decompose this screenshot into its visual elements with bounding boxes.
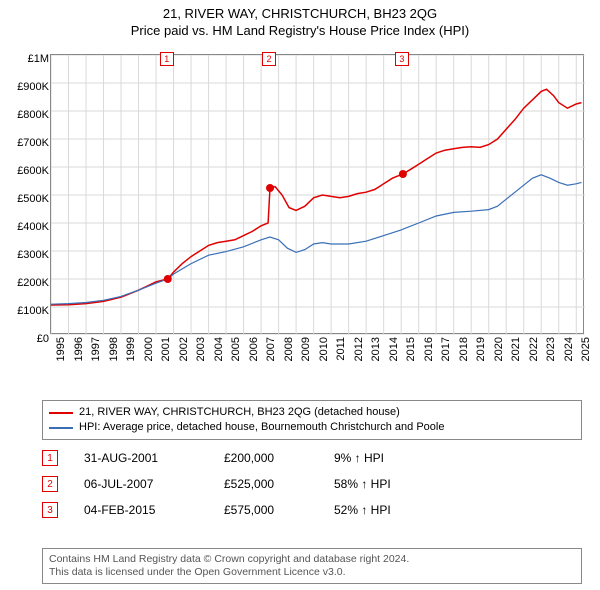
x-tick-label: 2021 <box>510 337 522 377</box>
transaction-marker: 2 <box>42 476 58 492</box>
x-tick-label: 2022 <box>528 337 540 377</box>
transaction-dot <box>266 184 274 192</box>
series-property <box>51 89 582 305</box>
transaction-row: 1 31-AUG-2001£200,0009% ↑ HPI <box>42 445 582 471</box>
x-tick-label: 2001 <box>160 337 172 377</box>
chart-svg <box>51 55 585 335</box>
x-tick-label: 2004 <box>213 337 225 377</box>
x-tick-label: 2015 <box>405 337 417 377</box>
y-tick-label: £200K <box>15 277 49 289</box>
x-tick-label: 2017 <box>440 337 452 377</box>
transaction-price: £575,000 <box>224 503 334 517</box>
transaction-marker: 1 <box>42 450 58 466</box>
transaction-delta: 9% ↑ HPI <box>334 451 484 465</box>
transaction-date: 04-FEB-2015 <box>84 503 224 517</box>
x-tick-label: 2018 <box>458 337 470 377</box>
x-tick-label: 2000 <box>143 337 155 377</box>
x-tick-label: 2002 <box>178 337 190 377</box>
y-tick-label: £500K <box>15 193 49 205</box>
x-tick-label: 1996 <box>73 337 85 377</box>
x-tick-label: 2005 <box>230 337 242 377</box>
transaction-delta: 52% ↑ HPI <box>334 503 484 517</box>
x-tick-label: 2011 <box>335 337 347 377</box>
transaction-row: 3 04-FEB-2015£575,00052% ↑ HPI <box>42 497 582 523</box>
title-block: 21, RIVER WAY, CHRISTCHURCH, BH23 2QG Pr… <box>0 0 600 38</box>
x-tick-label: 2009 <box>300 337 312 377</box>
x-tick-label: 1997 <box>90 337 102 377</box>
footer-line: Contains HM Land Registry data © Crown c… <box>49 553 575 566</box>
x-tick-label: 2012 <box>353 337 365 377</box>
x-tick-label: 2016 <box>423 337 435 377</box>
x-tick-label: 2025 <box>580 337 592 377</box>
y-tick-label: £1M <box>15 53 49 65</box>
x-tick-label: 1999 <box>125 337 137 377</box>
x-tick-label: 2023 <box>545 337 557 377</box>
page-subtitle: Price paid vs. HM Land Registry's House … <box>0 23 600 38</box>
plot-area: £0£100K£200K£300K£400K£500K£600K£700K£80… <box>50 54 584 334</box>
x-tick-label: 2006 <box>248 337 260 377</box>
y-tick-label: £0 <box>15 333 49 345</box>
transaction-marker: 3 <box>42 502 58 518</box>
transaction-delta: 58% ↑ HPI <box>334 477 484 491</box>
x-tick-label: 2020 <box>493 337 505 377</box>
price-chart: £0 £100K £200K £300K £400K £500K £600K £700K £80… <box>10 50 590 390</box>
footer-line: This data is licensed under the Open Gov… <box>49 566 575 579</box>
x-tick-label: 2013 <box>370 337 382 377</box>
page-title: 21, RIVER WAY, CHRISTCHURCH, BH23 2QG <box>0 6 600 21</box>
x-tick-label: 2024 <box>563 337 575 377</box>
y-tick-label: £300K <box>15 249 49 261</box>
legend: 21, RIVER WAY, CHRISTCHURCH, BH23 2QG (d… <box>42 400 582 440</box>
legend-swatch <box>49 427 73 429</box>
transaction-dot <box>164 275 172 283</box>
x-tick-label: 2010 <box>318 337 330 377</box>
transaction-row: 2 06-JUL-2007£525,00058% ↑ HPI <box>42 471 582 497</box>
transaction-table: 1 31-AUG-2001£200,0009% ↑ HPI 2 06-JUL-2007… <box>42 445 582 523</box>
y-tick-label: £700K <box>15 137 49 149</box>
transaction-date: 06-JUL-2007 <box>84 477 224 491</box>
y-tick-label: £900K <box>15 81 49 93</box>
x-tick-label: 2007 <box>265 337 277 377</box>
x-tick-label: 2014 <box>388 337 400 377</box>
y-tick-label: £400K <box>15 221 49 233</box>
legend-label: 21, RIVER WAY, CHRISTCHURCH, BH23 2QG (d… <box>79 405 400 420</box>
x-tick-label: 2008 <box>283 337 295 377</box>
y-tick-label: £100K <box>15 305 49 317</box>
y-tick-label: £800K <box>15 109 49 121</box>
transaction-price: £525,000 <box>224 477 334 491</box>
series-hpi <box>51 175 582 304</box>
transaction-marker-label: 2 <box>262 52 276 66</box>
transaction-date: 31-AUG-2001 <box>84 451 224 465</box>
transaction-marker-label: 1 <box>160 52 174 66</box>
legend-label: HPI: Average price, detached house, Bour… <box>79 420 444 435</box>
y-tick-label: £600K <box>15 165 49 177</box>
x-tick-label: 1995 <box>55 337 67 377</box>
transaction-dot <box>399 170 407 178</box>
x-tick-label: 2003 <box>195 337 207 377</box>
transaction-marker-label: 3 <box>395 52 409 66</box>
attribution-footer: Contains HM Land Registry data © Crown c… <box>42 548 582 584</box>
x-tick-label: 1998 <box>108 337 120 377</box>
legend-swatch <box>49 412 73 414</box>
x-tick-label: 2019 <box>475 337 487 377</box>
legend-item: 21, RIVER WAY, CHRISTCHURCH, BH23 2QG (d… <box>49 405 575 420</box>
legend-item: HPI: Average price, detached house, Bour… <box>49 420 575 435</box>
transaction-price: £200,000 <box>224 451 334 465</box>
